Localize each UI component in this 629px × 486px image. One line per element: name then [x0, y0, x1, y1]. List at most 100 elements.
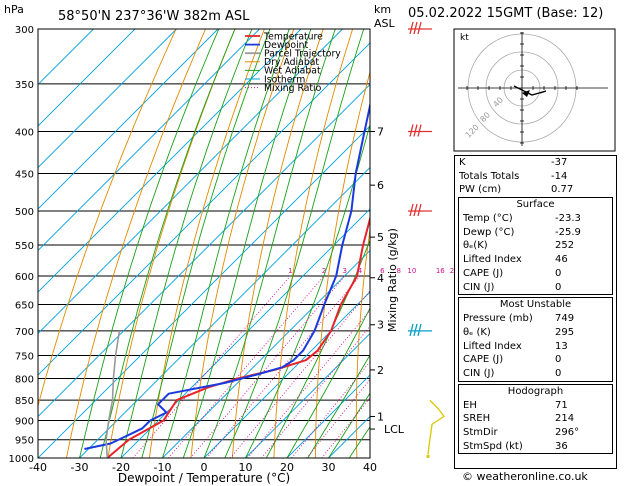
km-tick-6: 6 — [377, 179, 384, 192]
wind-barb-flag — [413, 21, 418, 35]
background-lines — [38, 29, 441, 458]
pressure-tick-900: 900 — [15, 416, 34, 427]
surface-cin-label: CIN (J) — [463, 281, 495, 293]
stmdir-value: 296° — [555, 427, 580, 438]
wet-adiabat-line — [99, 29, 236, 458]
indices-panel: K -37 Totals Totals -14 PW (cm) 0.77 Sur… — [454, 155, 617, 469]
legend-item-parcel-trajectory: Parcel Trajectory — [264, 49, 341, 60]
sounding-profiles — [84, 101, 370, 458]
wet-adiabat-line — [141, 29, 271, 458]
hodograph-trace — [513, 85, 547, 96]
dry-adiabat-line — [396, 29, 441, 458]
stmspd-label: StmSpd (kt) — [463, 440, 523, 452]
pressure-tick-600: 600 — [15, 272, 34, 283]
location-title: 58°50'N 237°36'W 382m ASL — [58, 9, 250, 24]
legend-item-dry-adiabat: Dry Adiabat — [264, 57, 319, 68]
mixing-ratio-label-16: 16 — [436, 267, 445, 275]
temp-tick-40: 40 — [363, 461, 377, 474]
temp-tick-0: 0 — [201, 461, 208, 474]
surface-title: Surface — [516, 199, 555, 211]
mixing-ratio-label-8: 8 — [397, 267, 401, 275]
km-tick-4: 4 — [377, 272, 384, 285]
pressure-tick-850: 850 — [15, 396, 34, 407]
eh-value: 71 — [555, 399, 568, 411]
mu-li-value: 13 — [555, 340, 568, 352]
k-index-label: K — [459, 157, 466, 168]
isotherm-line — [38, 83, 370, 418]
most-unstable-title: Most Unstable — [499, 299, 572, 311]
temp-tick-20: 20 — [280, 461, 294, 474]
pressure-unit-label: hPa — [4, 3, 24, 16]
surface-temp-label: Temp (°C) — [463, 213, 513, 225]
pressure-axis: 300 350 400 450 500 550 600 650 700 750 800 850 900 9… — [9, 25, 34, 465]
mixing-ratio-axis-title: Mixing Ratio (g/kg) — [386, 228, 399, 332]
mu-pressure-row: Pressure (mb) 749 — [459, 312, 612, 326]
pressure-tick-750: 750 — [15, 351, 34, 362]
isotherm-line — [286, 374, 370, 458]
pressure-tick-450: 450 — [15, 169, 34, 180]
pressure-tick-550: 550 — [15, 241, 34, 252]
surface-theta-row: θₑ(K) 252 — [459, 239, 612, 253]
dry-adiabat-line — [190, 29, 295, 458]
asl-unit-label: ASL — [374, 17, 396, 30]
wind-barb — [408, 323, 432, 337]
wind-barbs — [408, 21, 445, 458]
mu-theta-label: θₑ (K) — [463, 326, 491, 338]
temperature-axis: -40 -30 -20 -10 0 10 20 30 40 — [29, 461, 377, 474]
x-axis-title: Dewpoint / Temperature (°C) — [118, 471, 290, 485]
wet-adiabat-line — [328, 392, 370, 458]
surface-cin-value: 0 — [555, 281, 562, 293]
mu-li-label: Lifted Index — [463, 340, 522, 352]
wet-adiabat-line — [203, 29, 336, 458]
wet-adiabat-line — [79, 29, 220, 458]
wind-barb-flag — [409, 323, 414, 337]
mixing-ratio-label-6: 6 — [380, 267, 385, 275]
wind-barb — [426, 399, 445, 458]
k-index-value: -37 — [551, 157, 568, 168]
surface-li-label: Lifted Index — [463, 254, 522, 266]
surface-cin-row: CIN (J) 0 — [459, 281, 612, 295]
temperature-line — [106, 215, 370, 458]
wind-barb-flag — [413, 323, 418, 337]
wet-adiabat-line — [286, 307, 370, 458]
sreh-label: SREH — [463, 413, 491, 425]
dry-adiabat-line — [231, 29, 324, 458]
km-tick-3: 3 — [377, 319, 384, 332]
wind-barb-flag — [409, 203, 414, 217]
isotherm-line — [38, 29, 302, 293]
parcel-trajectory-line — [105, 330, 121, 458]
pressure-tick-350: 350 — [15, 80, 34, 91]
legend-item-wet-adiabat: Wet Adiabat — [264, 66, 321, 77]
isotherm-line — [38, 29, 136, 127]
pw-label: PW (cm) — [459, 184, 502, 196]
wind-barb — [408, 203, 432, 217]
legend-item-dewpoint: Dewpoint — [264, 40, 309, 51]
mu-theta-value: 295 — [555, 326, 575, 338]
dewpoint-line — [84, 101, 370, 450]
km-tick-2: 2 — [377, 364, 384, 377]
surface-temp-row: Temp (°C) -23.3 — [459, 212, 612, 226]
wet-adiabat-line — [162, 29, 290, 458]
mu-li-row: Lifted Index 13 — [459, 340, 612, 354]
surface-dewp-value: -25.9 — [555, 226, 581, 238]
wind-barb-flag — [417, 21, 422, 35]
credit-text: © weatheronline.co.uk — [462, 470, 588, 483]
dry-adiabat-line — [65, 29, 206, 458]
surface-theta-label: θₑ(K) — [463, 240, 488, 252]
sreh-value: 214 — [555, 413, 575, 425]
isotherm-line — [79, 166, 370, 458]
stmdir-label: StmDir — [463, 427, 498, 438]
datetime-title: 05.02.2022 15GMT (Base: 12) — [408, 6, 604, 21]
mu-cin-value: 0 — [555, 367, 562, 379]
km-tick-1: 1 — [377, 410, 384, 423]
wind-barb-flag — [413, 203, 418, 217]
dry-adiabat-line — [38, 29, 177, 408]
surface-cape-value: 0 — [555, 267, 562, 279]
wind-barb-flag — [417, 323, 422, 337]
mu-cape-row: CAPE (J) 0 — [459, 353, 612, 367]
hodograph-storm-marker — [522, 90, 530, 97]
wind-barb — [408, 21, 432, 35]
wet-adiabat-line — [265, 238, 370, 458]
stmspd-value: 36 — [555, 440, 568, 452]
